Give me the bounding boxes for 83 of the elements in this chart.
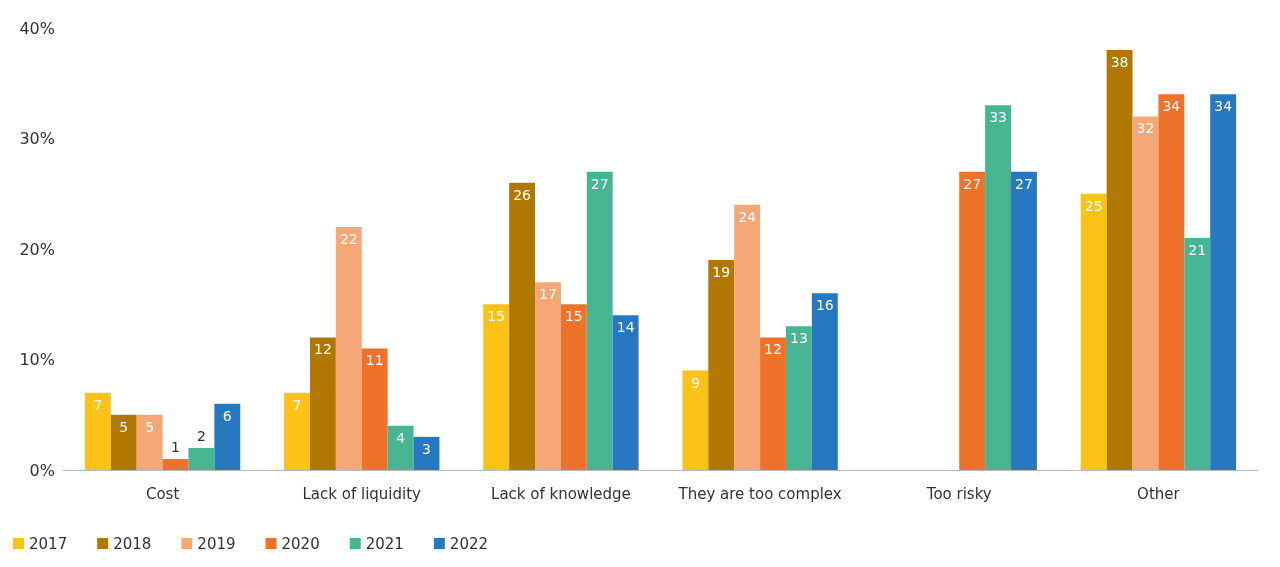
data-label: 34	[1214, 98, 1233, 115]
data-label: 9	[690, 374, 700, 391]
data-label: 25	[1084, 197, 1103, 214]
bar	[560, 304, 587, 470]
bar	[811, 293, 838, 470]
bar	[188, 447, 215, 470]
data-label: 17	[539, 286, 557, 303]
bar	[136, 414, 163, 470]
bar	[413, 436, 440, 470]
x-tick-label: Lack of liquidity	[302, 484, 422, 503]
bar	[959, 171, 986, 470]
bar	[985, 105, 1012, 470]
data-label: 7	[93, 396, 103, 413]
data-label: 24	[738, 208, 757, 225]
bar	[483, 304, 510, 470]
bar	[387, 425, 414, 470]
data-label: 5	[119, 418, 129, 435]
legend-label: 2021	[365, 534, 404, 553]
data-label: 27	[1015, 175, 1033, 192]
bar	[162, 458, 189, 470]
data-label: 7	[292, 396, 302, 413]
data-label: 26	[513, 186, 532, 203]
legend-label: 2019	[197, 534, 236, 553]
data-label: 3	[422, 440, 431, 457]
bar	[361, 348, 388, 470]
bar	[1106, 50, 1133, 470]
bar	[214, 403, 241, 470]
x-tick-label: Too risky	[925, 484, 992, 503]
data-label: 11	[365, 352, 384, 369]
data-label: 27	[963, 175, 982, 192]
data-label: 32	[1136, 120, 1155, 137]
bar	[734, 204, 761, 470]
bar	[335, 226, 362, 470]
bar	[1158, 94, 1185, 470]
legend-label: 2017	[29, 534, 68, 553]
x-tick-label: They are too complex	[677, 484, 842, 503]
data-label: 14	[616, 319, 635, 336]
data-label: 6	[222, 407, 232, 424]
legend-label: 2018	[113, 534, 152, 553]
y-tick-label: 10%	[19, 350, 55, 369]
y-tick-label: 30%	[19, 129, 55, 148]
data-label: 12	[764, 341, 782, 358]
y-tick-label: 20%	[19, 239, 55, 259]
bar	[1210, 94, 1237, 470]
bar	[1080, 193, 1107, 470]
y-tick-label: 40%	[19, 18, 55, 38]
bar	[1132, 116, 1159, 470]
x-tick-label: Lack of knowledge	[491, 484, 631, 503]
data-label: 1	[171, 438, 180, 455]
data-label: 15	[564, 308, 583, 325]
data-label: 16	[815, 297, 834, 314]
data-label: 27	[590, 175, 609, 192]
bar	[612, 315, 639, 470]
bar	[84, 392, 111, 470]
y-tick-label: 0%	[29, 460, 55, 480]
bar	[760, 337, 786, 470]
bar	[309, 337, 336, 470]
legend-label: 2020	[281, 534, 320, 553]
bar	[682, 370, 709, 470]
data-label: 12	[314, 341, 332, 358]
bar	[1184, 237, 1211, 470]
bar	[509, 182, 536, 470]
x-tick-label: Cost	[145, 484, 180, 503]
bar	[586, 171, 613, 470]
bar	[1011, 171, 1037, 470]
data-label: 33	[989, 109, 1007, 126]
data-label: 22	[339, 230, 358, 247]
data-label: 34	[1162, 98, 1181, 115]
data-label: 4	[396, 429, 406, 446]
data-label: 13	[790, 330, 808, 347]
bar	[535, 282, 561, 470]
data-label: 21	[1188, 241, 1207, 258]
bar	[110, 414, 137, 470]
data-label: 38	[1110, 54, 1129, 71]
bar	[708, 260, 735, 470]
legend-label: 2022	[449, 534, 489, 553]
data-label: 2	[196, 427, 206, 444]
data-label: 5	[145, 418, 155, 435]
bar	[785, 326, 812, 470]
data-label: 19	[712, 264, 731, 281]
data-label: 15	[487, 308, 506, 325]
bar	[284, 392, 310, 470]
x-tick-label: Other	[1137, 484, 1181, 503]
